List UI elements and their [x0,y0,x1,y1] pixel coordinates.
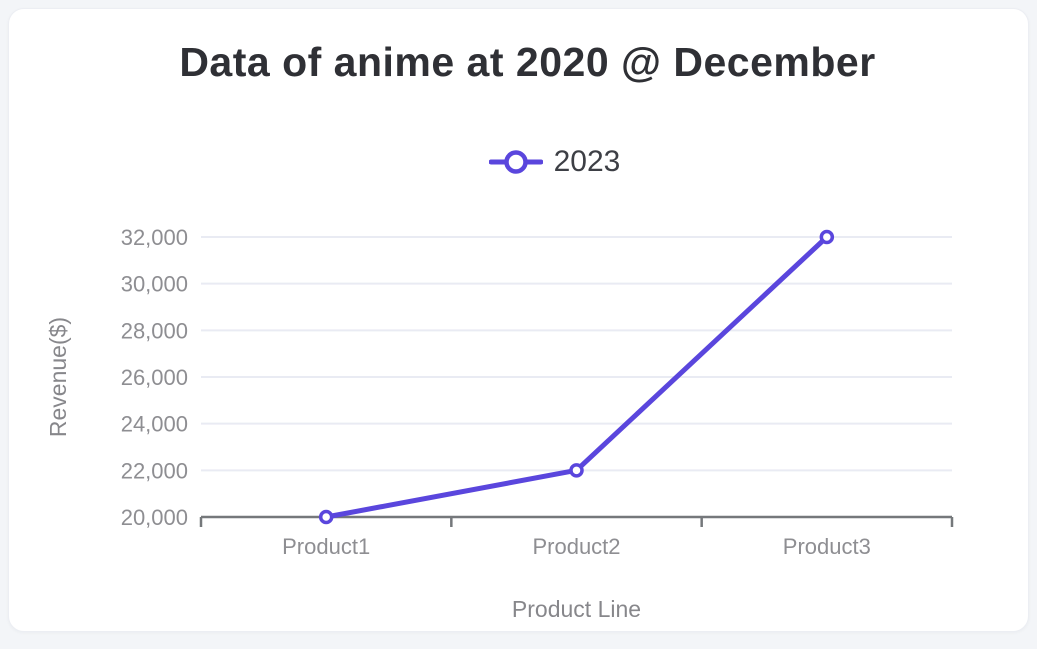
svg-text:32,000: 32,000 [121,225,188,250]
legend: 2023 [36,145,1037,179]
svg-text:Product Line: Product Line [512,596,641,622]
line-series-marker-icon [488,150,543,174]
svg-text:26,000: 26,000 [121,365,188,390]
svg-text:28,000: 28,000 [121,318,188,343]
svg-text:Product3: Product3 [783,534,871,559]
chart-card: Data of anime at 2020 @ December 2023 20… [8,8,1029,632]
svg-text:20,000: 20,000 [121,505,188,530]
chart-title: Data of anime at 2020 @ December [179,39,876,85]
svg-text:Revenue($): Revenue($) [45,317,71,437]
svg-text:22,000: 22,000 [121,458,188,483]
svg-text:30,000: 30,000 [121,272,188,297]
legend-label: 2023 [553,145,621,178]
legend-item-2023[interactable]: 2023 [488,145,621,179]
svg-text:24,000: 24,000 [121,412,188,437]
svg-text:Product2: Product2 [532,534,620,559]
line-chart-plot: 20,000 22,000 24,000 26,000 28,000 30,000 32,0… [45,225,954,622]
svg-text:Product1: Product1 [282,534,370,559]
